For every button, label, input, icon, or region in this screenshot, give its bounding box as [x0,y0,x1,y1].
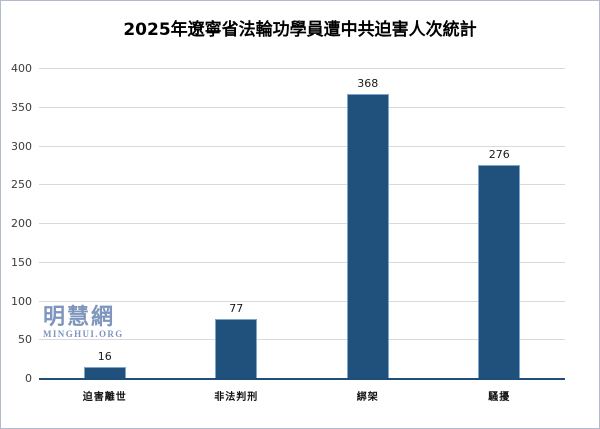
y-tick-label: 400 [11,62,32,75]
y-tick-label: 50 [18,333,32,347]
plot-area: 0 50 100 150 200 250 300 350 400 16 迫害離世 77 非法判刑 368… [11,62,566,403]
bar-value-label: 368 [357,76,379,90]
minghui-watermark: 明慧網 MINGHUI.ORG [43,306,124,340]
gridline [39,300,565,302]
bar-column: 77 非法判刑 [171,69,303,403]
gridline [39,223,565,224]
bar-value-label: 16 [97,349,112,363]
bar [346,93,389,379]
bar-column: 276 騷擾 [434,69,566,403]
y-tick-label: 300 [11,139,32,153]
bar [83,366,126,379]
chart-title: 2025年遼寧省法輪功學員遭中共迫害人次統計 [123,20,477,40]
x-tick-label: 迫害離世 [82,392,127,403]
gridline [39,184,565,186]
bars-layer: 16 迫害離世 77 非法判刑 368 綁架 276 騷擾 [39,69,566,403]
bar [478,165,521,379]
y-tick-label: 250 [11,178,32,192]
bar-column: 16 迫害離世 [39,69,171,403]
bar [215,319,258,379]
x-tick-label: 綁架 [356,392,379,403]
bar-column: 368 綁架 [302,69,434,403]
gridline [39,145,565,147]
x-tick-label: 非法判刑 [214,392,259,403]
bar-value-label: 77 [229,302,244,316]
gridline [39,106,565,108]
x-tick-label: 騷擾 [488,392,511,403]
y-tick-label: 350 [11,100,32,114]
y-tick-label: 0 [25,372,32,385]
y-tick-label: 150 [11,255,32,269]
x-axis-line [39,378,565,380]
gridline [39,261,565,263]
watermark-chinese-text: 明慧網 [43,305,116,330]
y-tick-label: 200 [11,217,32,230]
gridline [39,68,565,69]
y-tick-label: 100 [11,294,32,308]
bar-value-label: 276 [488,148,510,162]
watermark-english-text: MINGHUI.ORG [43,329,124,340]
gridline [39,339,565,341]
